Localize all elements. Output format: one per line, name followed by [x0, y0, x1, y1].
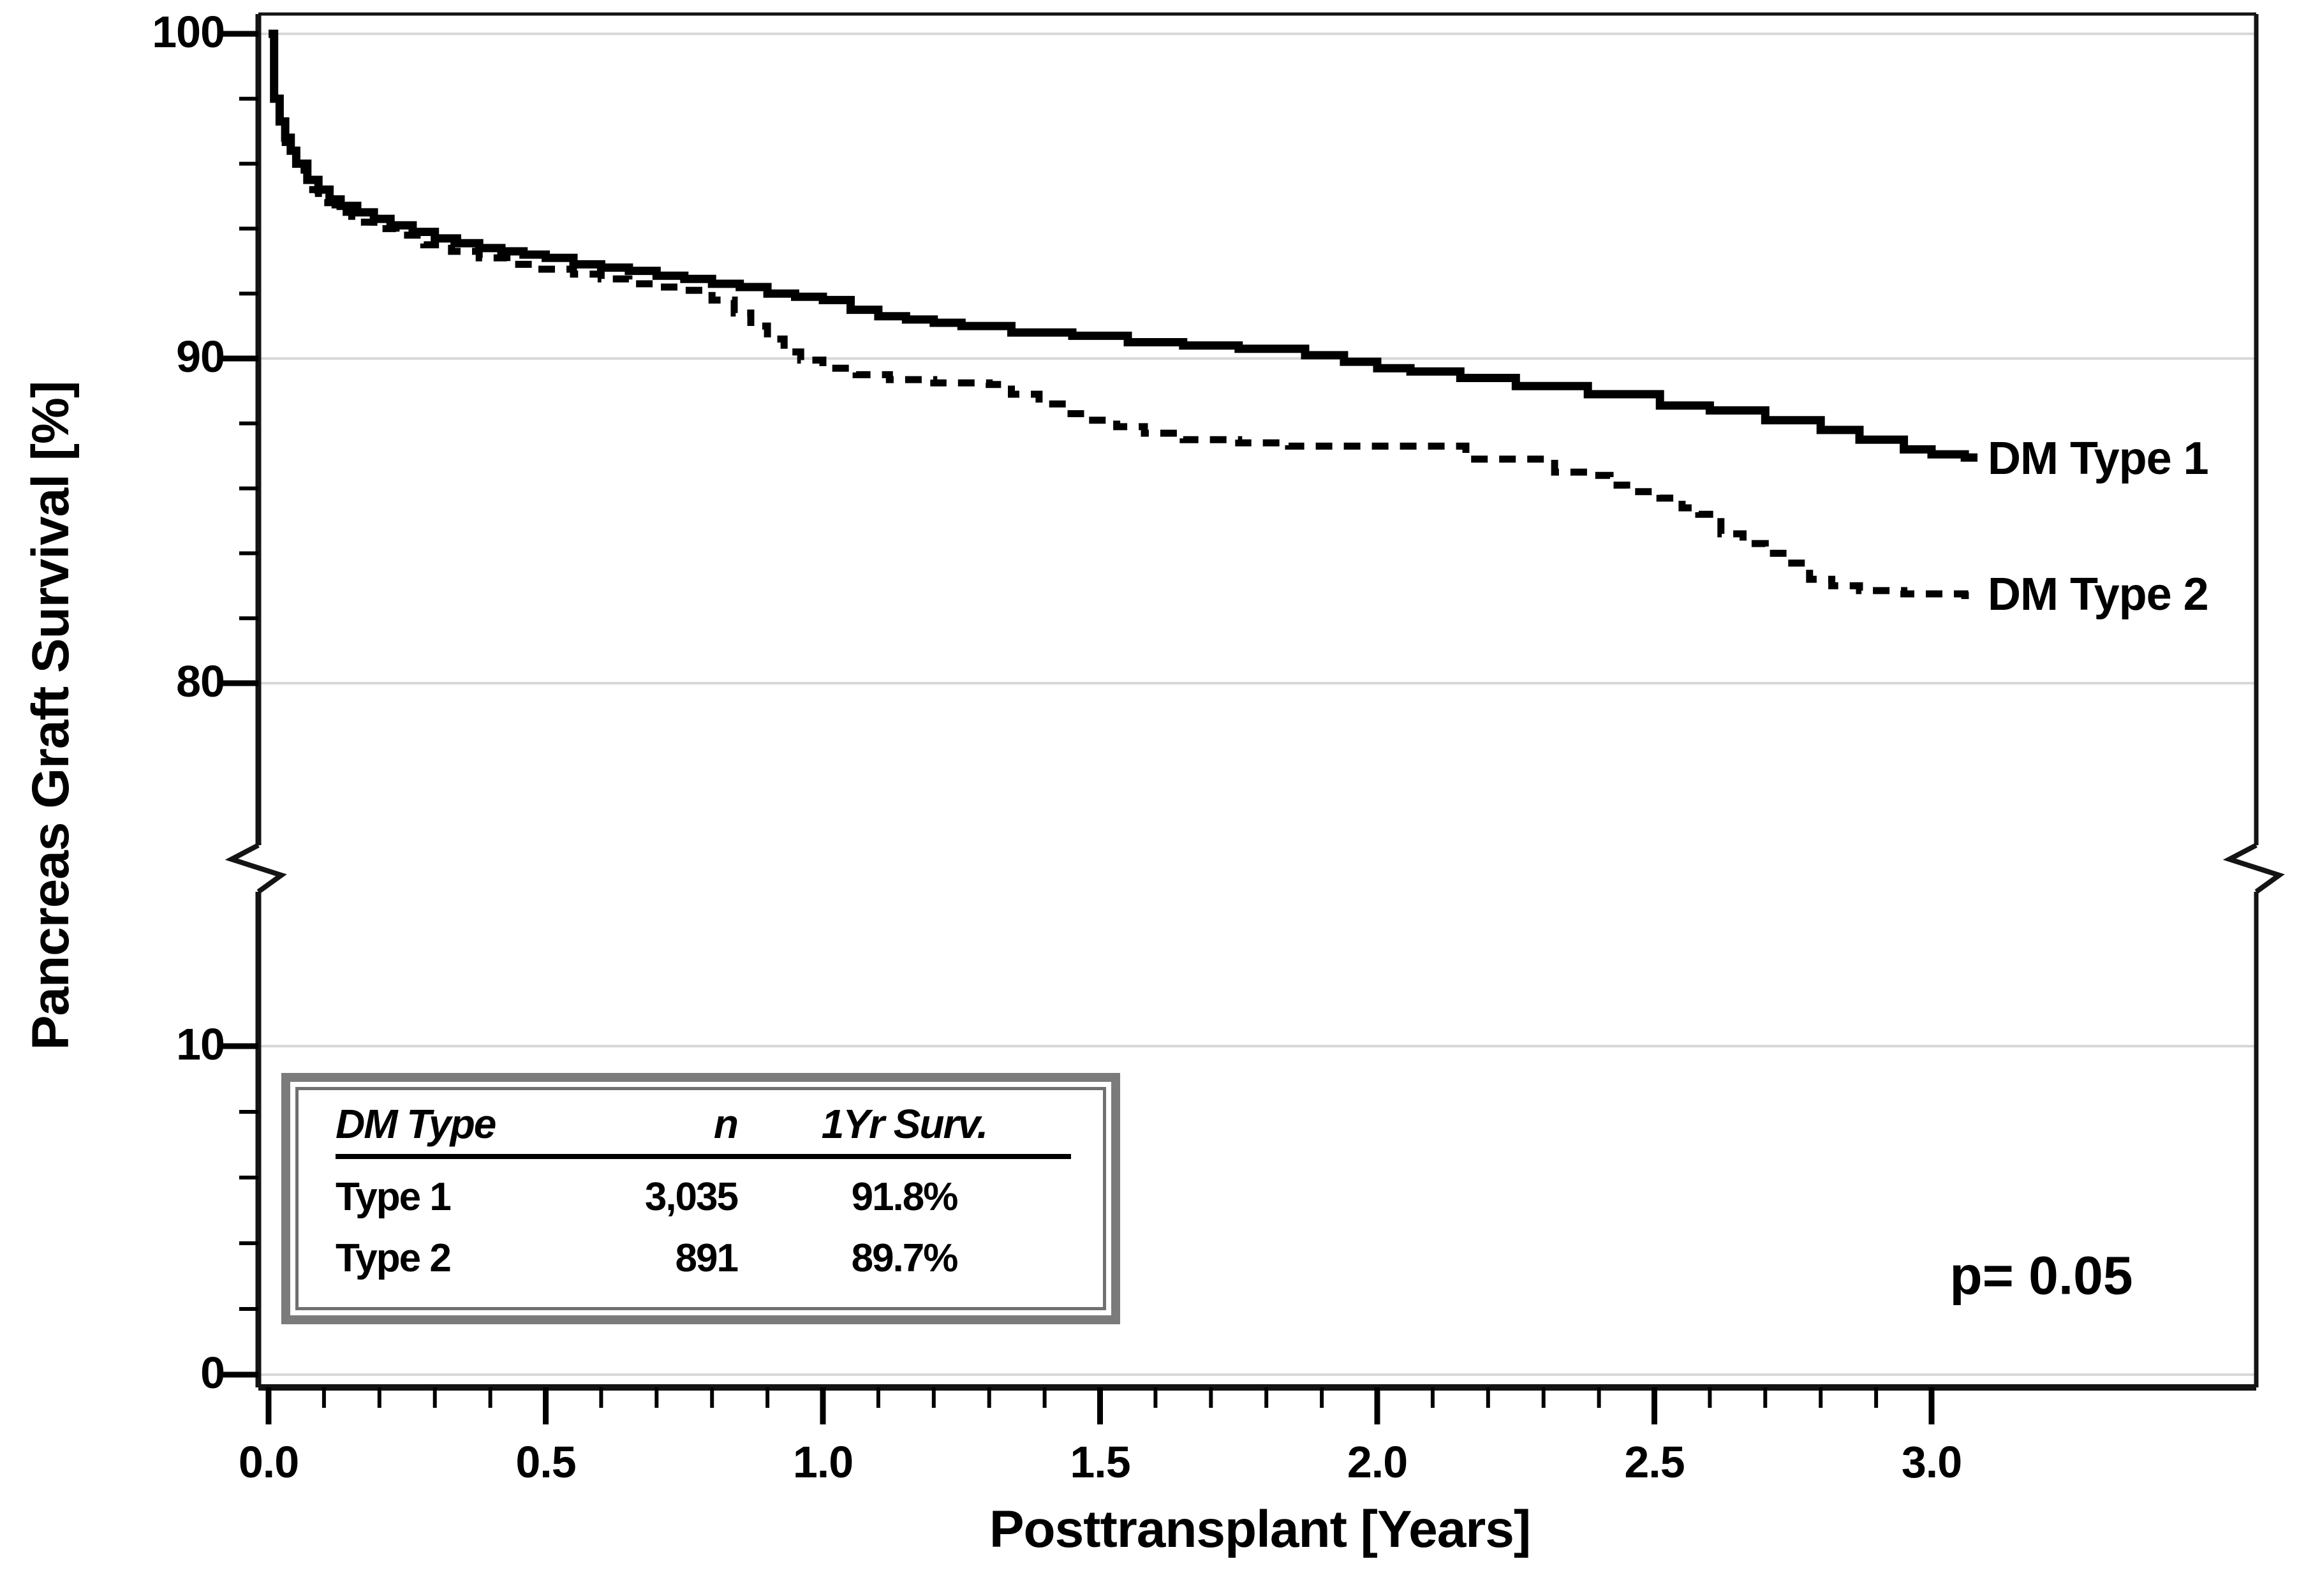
stats-header-dm-type: DM Type	[336, 1101, 496, 1147]
p-value-label: p= 0.05	[1949, 1245, 2133, 1306]
y-tick-label-10: 10	[176, 1019, 225, 1069]
y-axis-title: Pancreas Graft Survival [%]	[22, 381, 80, 1051]
y-tick-label-80: 80	[176, 656, 225, 706]
stats-table-row-type1: Type 1 3,035 91.8%	[336, 1167, 1071, 1228]
stats-cell-type1-surv: 91.8%	[851, 1175, 959, 1219]
x-tick-label-1.5: 1.5	[1070, 1437, 1130, 1487]
axis-break-zigzag-right	[2222, 843, 2285, 894]
stats-cell-type2-label: Type 2	[336, 1236, 452, 1280]
x-tick-label-1.0: 1.0	[792, 1437, 854, 1487]
curve-label-dm-type-2: DM Type 2	[1988, 569, 2209, 620]
x-tick-label-0.5: 0.5	[515, 1437, 576, 1487]
stats-table-inner-frame: DM Type n 1Yr Surv. Type 1 3,035 91.8% T…	[295, 1087, 1106, 1310]
stats-table-header-row: DM Type n 1Yr Surv.	[336, 1100, 1071, 1159]
x-axis-title: Posttransplant [Years]	[989, 1500, 1531, 1558]
stats-header-1yr-surv: 1Yr Surv.	[821, 1101, 989, 1147]
stats-header-n: n	[713, 1101, 739, 1147]
stats-table-box: DM Type n 1Yr Surv. Type 1 3,035 91.8% T…	[281, 1073, 1120, 1324]
curve-label-dm-type-1: DM Type 1	[1988, 433, 2209, 484]
y-tick-label-100: 100	[152, 6, 225, 57]
stats-cell-type2-surv: 89.7%	[851, 1236, 959, 1280]
x-tick-label-0.0: 0.0	[238, 1437, 299, 1487]
axis-break-zigzag-left	[225, 843, 287, 894]
survival-curve-dm-type-1	[269, 29, 1977, 462]
x-tick-label-2.5: 2.5	[1624, 1437, 1685, 1487]
y-tick-label-0: 0	[200, 1347, 225, 1398]
x-tick-label-2.0: 2.0	[1347, 1437, 1408, 1487]
stats-cell-type1-label: Type 1	[336, 1175, 452, 1219]
survival-curve-dm-type-2	[269, 30, 1977, 600]
stats-cell-type1-n: 3,035	[644, 1175, 739, 1219]
stats-table-row-type2: Type 2 891 89.7%	[336, 1228, 1071, 1289]
y-tick-label-90: 90	[176, 331, 225, 381]
x-tick-label-3.0: 3.0	[1901, 1437, 1962, 1487]
stats-cell-type2-n: 891	[675, 1236, 739, 1280]
